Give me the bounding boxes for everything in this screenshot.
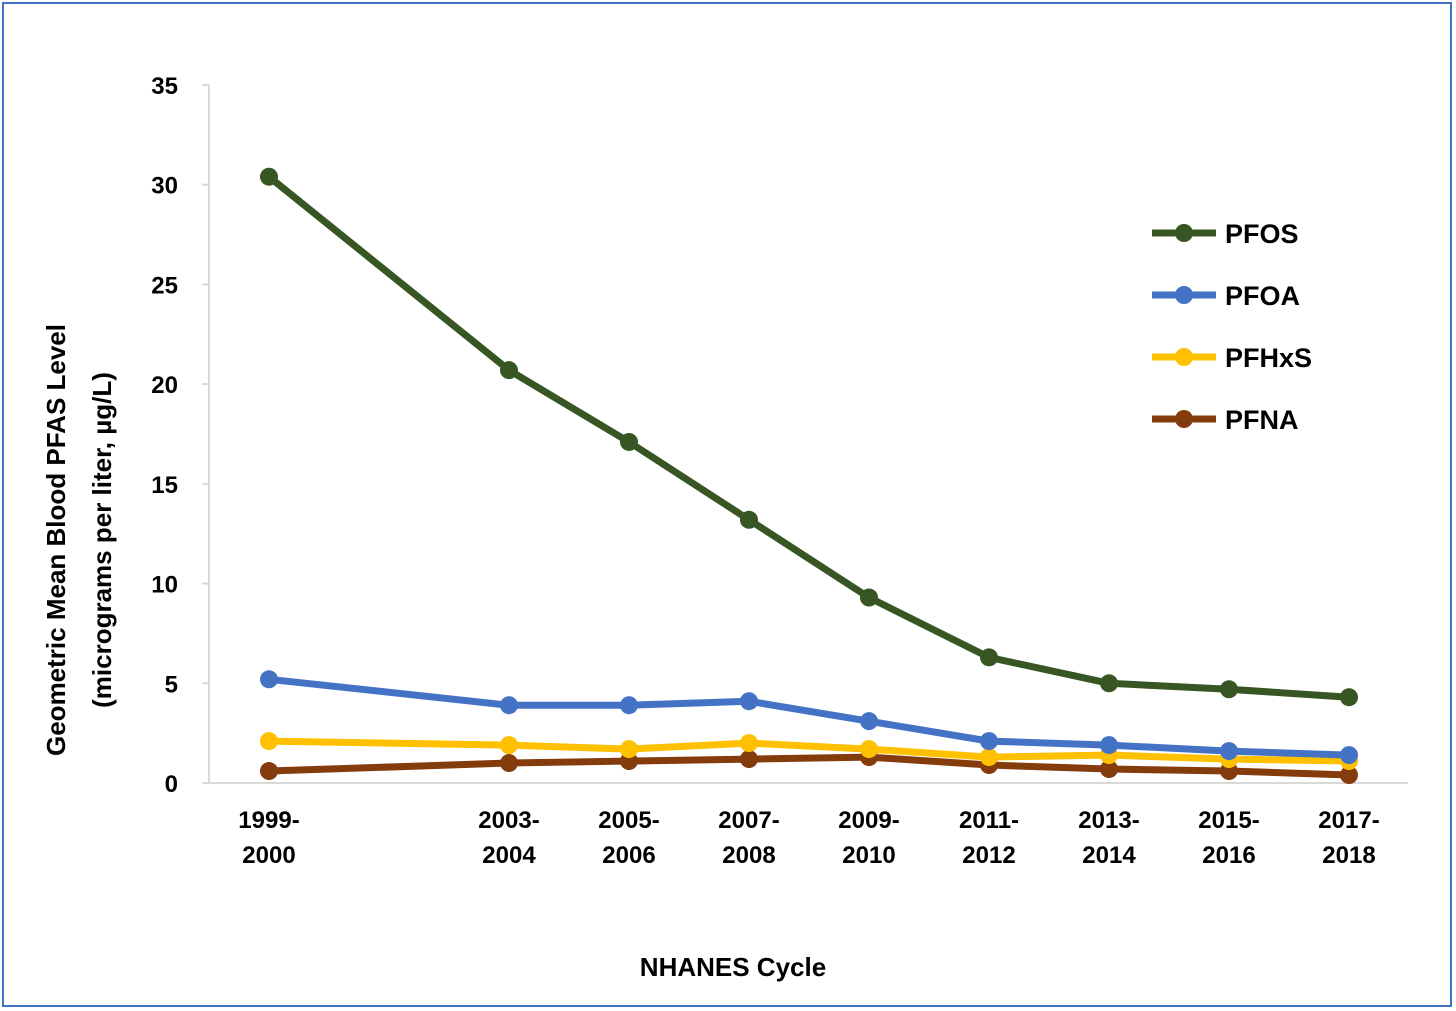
data-point-pfna <box>1100 760 1118 779</box>
data-point-pfhxs <box>620 740 638 759</box>
data-point-pfhxs <box>980 748 998 767</box>
y-tick-label: 15 <box>151 472 178 499</box>
data-point-pfna <box>500 754 518 773</box>
legend-label: PFOS <box>1225 219 1299 249</box>
data-point-pfoa <box>980 732 998 751</box>
series-line-pfos <box>265 173 1353 701</box>
data-point-pfos <box>620 432 638 451</box>
legend-label: PFOA <box>1225 281 1300 311</box>
x-tick-label: 2009-2010 <box>838 807 899 869</box>
y-tick-label: 20 <box>151 372 178 399</box>
data-point-pfos <box>980 648 998 667</box>
legend-swatch-marker <box>1175 348 1193 366</box>
data-point-pfos <box>1100 674 1118 693</box>
y-tick-label: 10 <box>151 572 178 599</box>
data-point-pfos <box>500 361 518 380</box>
x-tick-label: 2005-2006 <box>598 807 659 869</box>
legend-swatch-marker <box>1175 286 1193 304</box>
data-point-pfos <box>860 588 878 607</box>
x-tick-label: 2015-2016 <box>1198 807 1259 869</box>
data-point-pfos <box>260 167 278 186</box>
data-point-pfoa <box>620 696 638 715</box>
data-point-pfos <box>1220 680 1238 699</box>
data-point-pfoa <box>1220 742 1238 761</box>
data-point-pfhxs <box>860 740 878 759</box>
data-point-pfoa <box>1100 736 1118 755</box>
data-point-pfna <box>260 762 278 781</box>
series-lines <box>265 173 1353 779</box>
legend-swatch-marker <box>1175 224 1193 242</box>
data-point-pfoa <box>860 712 878 731</box>
legend: PFOS PFOA PFHxS PFNA <box>1152 219 1312 435</box>
y-axis-title-line1: Geometric Mean Blood PFAS Level <box>41 324 71 756</box>
axes <box>202 84 1408 784</box>
y-tick-label: 0 <box>165 771 178 798</box>
legend-swatch-marker <box>1175 410 1193 428</box>
data-point-pfos <box>740 510 758 529</box>
x-tick-label: 1999-2000 <box>238 807 299 869</box>
data-point-pfhxs <box>740 734 758 753</box>
x-tick-label: 2017-2018 <box>1318 807 1379 869</box>
y-axis-title-line2: (micrograms per liter, µg/L) <box>87 372 117 708</box>
legend-label: PFNA <box>1225 405 1299 435</box>
data-point-pfoa <box>740 692 758 711</box>
x-tick-label: 2007-2008 <box>718 807 779 869</box>
y-tick-label: 5 <box>165 671 178 698</box>
x-tick-label: 2013-2014 <box>1078 807 1139 869</box>
y-tick-label: 25 <box>151 272 178 299</box>
legend-label: PFHxS <box>1225 343 1312 373</box>
series-points <box>260 167 1358 785</box>
y-tick-label: 30 <box>151 173 178 200</box>
y-tick-label: 35 <box>151 73 178 100</box>
data-point-pfna <box>740 750 758 769</box>
data-point-pfos <box>1340 688 1358 707</box>
data-point-pfhxs <box>260 732 278 751</box>
data-point-pfna <box>1340 766 1358 785</box>
x-tick-label: 2011-2012 <box>959 807 1019 869</box>
y-tick-labels: 0 5 10 15 20 25 30 35 <box>151 73 178 798</box>
data-point-pfhxs <box>500 736 518 755</box>
data-point-pfoa <box>260 670 278 689</box>
x-tick-label: 2003-2004 <box>478 807 539 869</box>
data-point-pfoa <box>1340 746 1358 765</box>
x-axis-title: NHANES Cycle <box>640 952 826 982</box>
data-point-pfoa <box>500 696 518 715</box>
x-tick-labels: 1999-2000 2003-2004 2005-2006 2007-2008 2009… <box>238 807 1379 869</box>
